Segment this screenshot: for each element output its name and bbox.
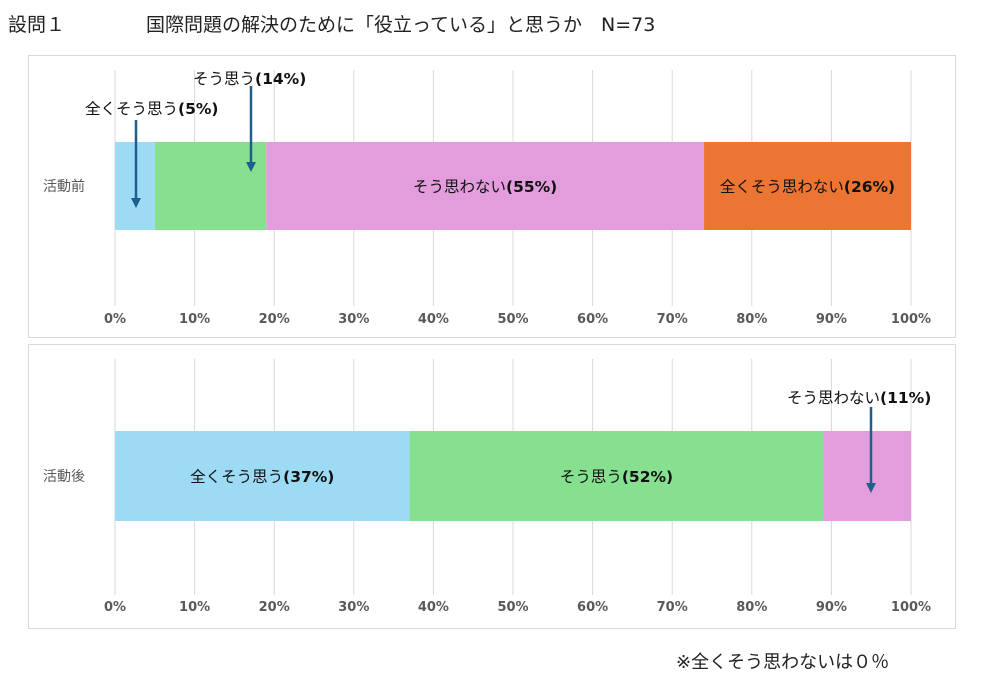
before-bar-strongly-disagree — [704, 142, 911, 230]
before-row-label: 活動前 — [43, 178, 85, 195]
before-tick-label: 90% — [816, 312, 847, 327]
after-bar-agree — [409, 431, 824, 521]
before-label-strongly-disagree: 全くそう思わない(26%) — [720, 178, 895, 196]
after-tick-label: 10% — [179, 600, 210, 615]
after-tick-label: 100% — [891, 600, 931, 615]
after-bar-strongly-agree — [115, 431, 410, 521]
after-label-percent: (52%) — [622, 468, 673, 486]
chart-panel-after: 0% 10% 20% 30% 40% 50% 60% 70% 80% 90% 100% 活動後 全くそう… — [28, 344, 956, 629]
question-number: 設問１ — [8, 14, 66, 36]
after-tick-label: 50% — [497, 600, 528, 615]
before-label-text: 全くそう思わない — [720, 178, 844, 196]
footnote: ※全くそう思わないは０％ — [676, 652, 890, 673]
before-label-strongly-agree: 全くそう思う(5%) — [85, 100, 219, 118]
before-callout-arrow-head — [246, 162, 256, 172]
before-label-text: そう思う — [193, 70, 255, 88]
question-title: 国際問題の解決のために「役立っている」と思うか N=73 — [146, 14, 656, 36]
chart-after-svg: 0% 10% 20% 30% 40% 50% 60% 70% 80% 90% 100% 活動後 全くそう… — [43, 359, 931, 615]
after-row-label: 活動後 — [43, 469, 85, 485]
before-tick-label: 10% — [179, 312, 210, 327]
after-tick-label: 30% — [338, 600, 369, 615]
before-tick-label: 20% — [259, 312, 290, 327]
before-label-percent: (5%) — [178, 100, 218, 118]
after-label-text: 全くそう思う — [190, 468, 283, 486]
after-label-percent: (37%) — [283, 468, 334, 486]
chart-panel-before: 0% 10% 20% 30% 40% 50% 60% 70% 80% 90% 100% 活動前 全くそう… — [28, 55, 956, 338]
after-tick-label: 70% — [657, 600, 688, 615]
before-label-disagree: そう思わない(55%) — [413, 178, 557, 196]
after-callout-arrow-head — [866, 483, 876, 493]
before-tick-label: 50% — [497, 312, 528, 327]
header: 設問１ 国際問題の解決のために「役立っている」と思うか N=73 — [0, 6, 983, 36]
after-tick-label: 80% — [736, 600, 767, 615]
before-tick-label: 100% — [891, 312, 931, 327]
after-tick-label: 40% — [418, 600, 449, 615]
after-label-percent: (11%) — [880, 389, 931, 407]
after-label-disagree: そう思わない(11%) — [787, 389, 931, 407]
before-tick-label: 30% — [338, 312, 369, 327]
after-tick-label: 0% — [104, 600, 126, 615]
after-tick-label: 60% — [577, 600, 608, 615]
before-label-text: そう思わない — [413, 178, 506, 196]
before-label-agree: そう思う(14%) — [193, 70, 306, 88]
before-tick-label: 70% — [657, 312, 688, 327]
before-label-percent: (26%) — [844, 178, 895, 196]
before-bar-agree — [154, 142, 267, 230]
before-tick-label: 40% — [418, 312, 449, 327]
before-label-percent: (14%) — [255, 70, 306, 88]
before-label-text: 全くそう思う — [85, 100, 178, 118]
before-bar-disagree — [266, 142, 705, 230]
after-label-text: そう思わない — [787, 389, 880, 407]
after-label-text: そう思う — [560, 468, 622, 486]
before-tick-label: 80% — [736, 312, 767, 327]
before-tick-label: 60% — [577, 312, 608, 327]
before-callout-arrow-head — [131, 198, 141, 208]
before-label-percent: (55%) — [506, 178, 557, 196]
after-bar-disagree — [823, 431, 911, 521]
after-tick-label: 20% — [259, 600, 290, 615]
after-label-agree: そう思う(52%) — [560, 468, 673, 486]
chart-before-svg: 0% 10% 20% 30% 40% 50% 60% 70% 80% 90% 100% 活動前 全くそう… — [43, 70, 931, 327]
before-tick-label: 0% — [104, 312, 126, 327]
after-label-strongly-agree: 全くそう思う(37%) — [190, 468, 334, 486]
after-tick-label: 90% — [816, 600, 847, 615]
